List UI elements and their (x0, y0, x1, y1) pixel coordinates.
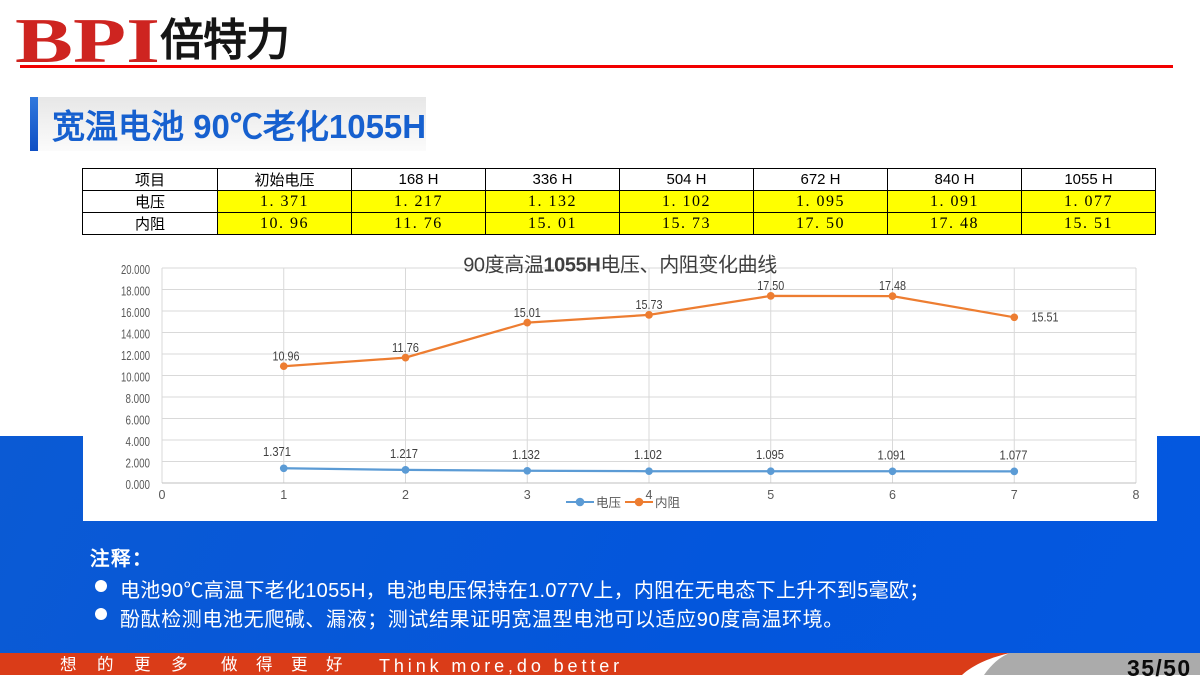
svg-text:0.000: 0.000 (126, 478, 151, 492)
svg-text:1.132: 1.132 (512, 447, 540, 462)
svg-text:8.000: 8.000 (126, 392, 151, 406)
svg-text:15.73: 15.73 (636, 297, 663, 312)
svg-text:1.102: 1.102 (634, 447, 662, 462)
svg-text:4.000: 4.000 (126, 435, 151, 449)
svg-text:20.000: 20.000 (121, 263, 150, 277)
svg-text:15.51: 15.51 (1032, 310, 1059, 325)
svg-text:17.48: 17.48 (879, 278, 906, 293)
svg-text:2: 2 (402, 488, 409, 502)
svg-text:14.000: 14.000 (121, 328, 150, 342)
svg-text:6: 6 (889, 488, 896, 502)
svg-text:12.000: 12.000 (121, 349, 150, 363)
svg-text:11.76: 11.76 (392, 340, 419, 355)
svg-text:18.000: 18.000 (121, 285, 150, 299)
svg-text:4: 4 (646, 488, 653, 502)
svg-text:1.091: 1.091 (878, 448, 906, 463)
svg-text:1: 1 (280, 488, 287, 502)
svg-text:16.000: 16.000 (121, 306, 150, 320)
svg-text:5: 5 (767, 488, 774, 502)
svg-text:1.077: 1.077 (1000, 448, 1028, 463)
svg-text:7: 7 (1011, 488, 1018, 502)
svg-text:0: 0 (159, 488, 166, 502)
svg-text:17.50: 17.50 (757, 278, 784, 293)
svg-text:2.000: 2.000 (126, 457, 151, 471)
svg-text:10.96: 10.96 (273, 349, 300, 364)
svg-text:3: 3 (524, 488, 531, 502)
svg-text:8: 8 (1133, 488, 1140, 502)
svg-text:90度高温1055H电压、内阻变化曲线: 90度高温1055H电压、内阻变化曲线 (463, 254, 777, 277)
svg-text:10.000: 10.000 (121, 371, 150, 385)
svg-text:1.217: 1.217 (390, 446, 418, 461)
svg-text:1.095: 1.095 (756, 447, 784, 462)
svg-text:15.01: 15.01 (514, 305, 541, 320)
svg-text:6.000: 6.000 (126, 414, 151, 428)
svg-text:电压: 电压 (596, 496, 621, 510)
svg-text:内阻: 内阻 (655, 496, 681, 510)
svg-text:1.371: 1.371 (263, 444, 291, 459)
